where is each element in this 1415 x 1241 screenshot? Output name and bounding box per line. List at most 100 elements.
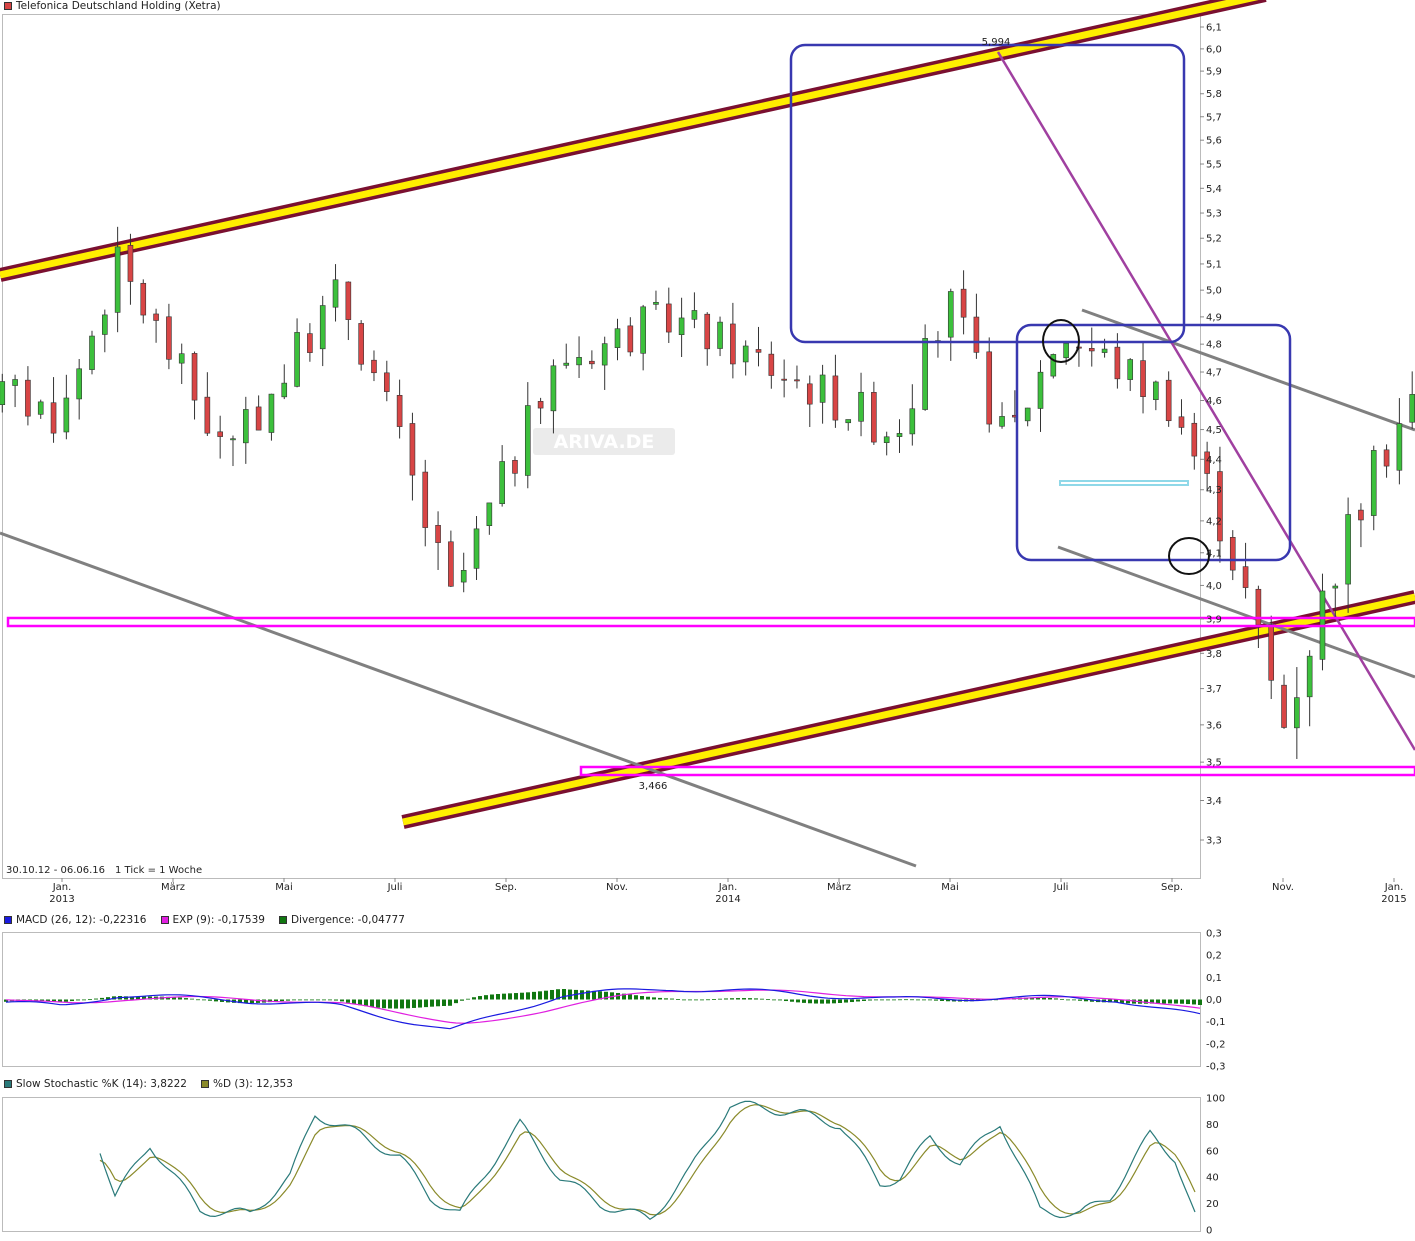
breakdown-circle-2 [1168,537,1210,575]
macd-divergence-bar [478,996,482,1000]
support-line-gray [1057,545,1415,679]
macd-divergence-bar [862,999,866,1001]
range-box-bottom [1015,323,1292,562]
macd-divergence-bar [382,999,386,1009]
candle [640,304,646,371]
macd-divergence-bar [592,990,596,1000]
time-axis-month: Nov. [606,882,628,893]
macd-divergence-bar [664,998,668,1000]
macd-divergence-bar [166,996,170,1000]
price-axis-label: 5,3 [1206,209,1222,220]
candle [819,364,826,424]
candle [691,292,698,329]
macd-divergence-bar [1090,999,1094,1002]
candle [601,336,608,390]
macd-divergence-bar [1198,999,1202,1005]
candle [499,445,505,507]
macd-divergence-bar [424,999,428,1008]
price-axis-label: 6,1 [1206,23,1222,34]
candle [665,287,672,343]
macd-divergence-bar [346,999,350,1003]
price-axis-label: 3,3 [1206,836,1222,847]
candle [845,419,852,431]
candle [76,358,82,420]
candle [999,402,1005,429]
macd-divergence-bar [844,999,848,1003]
macd-divergence-bar [1162,999,1166,1004]
macd-divergence-bar [604,991,608,1000]
macd-divergence-bar [322,999,326,1001]
macd-divergence-bar [550,989,554,1000]
macd-divergence-bar [46,999,50,1002]
macd-divergence-bar [202,999,206,1001]
time-axis-month: Nov. [1272,882,1294,893]
price-axis-label: 5,0 [1206,286,1222,297]
downtrend-line-purple [996,51,1415,751]
support-zone-lower [579,765,1415,777]
macd-divergence-bar [1192,999,1196,1005]
time-axis-month: Mai [275,882,293,893]
candle [1127,358,1134,392]
candle [524,382,531,489]
candle [127,233,134,305]
time-axis-month: März [161,882,185,893]
macd-divergence-bar [796,999,800,1003]
candle [217,415,223,459]
macd-divergence-bar [142,996,146,1000]
candle [332,264,339,322]
macd-divergence-bar [352,999,356,1005]
macd-divergence-bar [100,997,104,1000]
macd-divergence-bar [562,989,566,1000]
macd-divergence-bar [652,997,656,1000]
candle [1345,497,1351,613]
macd-divergence-bar [310,999,314,1001]
macd-divergence-bar [1054,998,1058,1000]
upper-channel-band [0,0,1259,279]
chart-title-text: Telefonica Deutschland Holding (Xetra) [16,0,221,12]
macd-divergence-bar [538,991,542,1000]
macd-divergence-bar [334,999,338,1001]
macd-divergence-bar [244,999,248,1004]
candle [473,516,480,580]
time-axis-year: 2014 [715,894,740,905]
candle [1281,674,1287,729]
macd-axis-label: 0,3 [1206,928,1222,939]
candle [1088,327,1095,367]
macd-axis-label: 0,0 [1206,995,1222,1006]
candle [0,373,6,413]
macd-divergence-bar [400,999,404,1009]
macd-divergence-bar [340,999,344,1002]
macd-divergence-bar [1120,999,1124,1003]
candle [1050,353,1057,379]
candle [512,456,518,487]
macd-divergence-bar [646,996,650,1000]
macd-divergence-bar [88,999,92,1001]
watermark-box [533,428,675,455]
tick-info-label: 1 Tick = 1 Woche [115,865,202,876]
macd-divergence-bar [622,993,626,1000]
macd-color-icon [4,916,12,924]
candle [409,412,416,501]
candle [1217,446,1223,563]
macd-divergence-bar [754,998,758,1000]
candle [230,435,236,467]
candle [1165,371,1172,427]
macd-divergence-bar [304,999,308,1001]
macd-divergence-bar [52,999,56,1002]
watermark-text: ARIVA.DE [554,431,655,453]
macd-divergence-bar [946,999,950,1002]
macd-axis-label: -0,2 [1206,1039,1226,1050]
lower-channel-band [402,593,1415,826]
macd-divergence-bar [718,998,722,1000]
macd-divergence-bar [394,999,398,1009]
time-axis-month: Sep. [495,882,517,893]
macd-divergence-bar [820,999,824,1004]
candle [550,359,557,434]
macd-divergence-bar [358,999,362,1006]
price-axis-label: 4,4 [1206,455,1222,466]
candle [1268,615,1275,699]
macd-divergence-bar [1108,999,1112,1003]
macd-divergence-bar [184,998,188,1000]
macd-divergence-bar [586,990,590,1000]
candle [781,359,787,398]
